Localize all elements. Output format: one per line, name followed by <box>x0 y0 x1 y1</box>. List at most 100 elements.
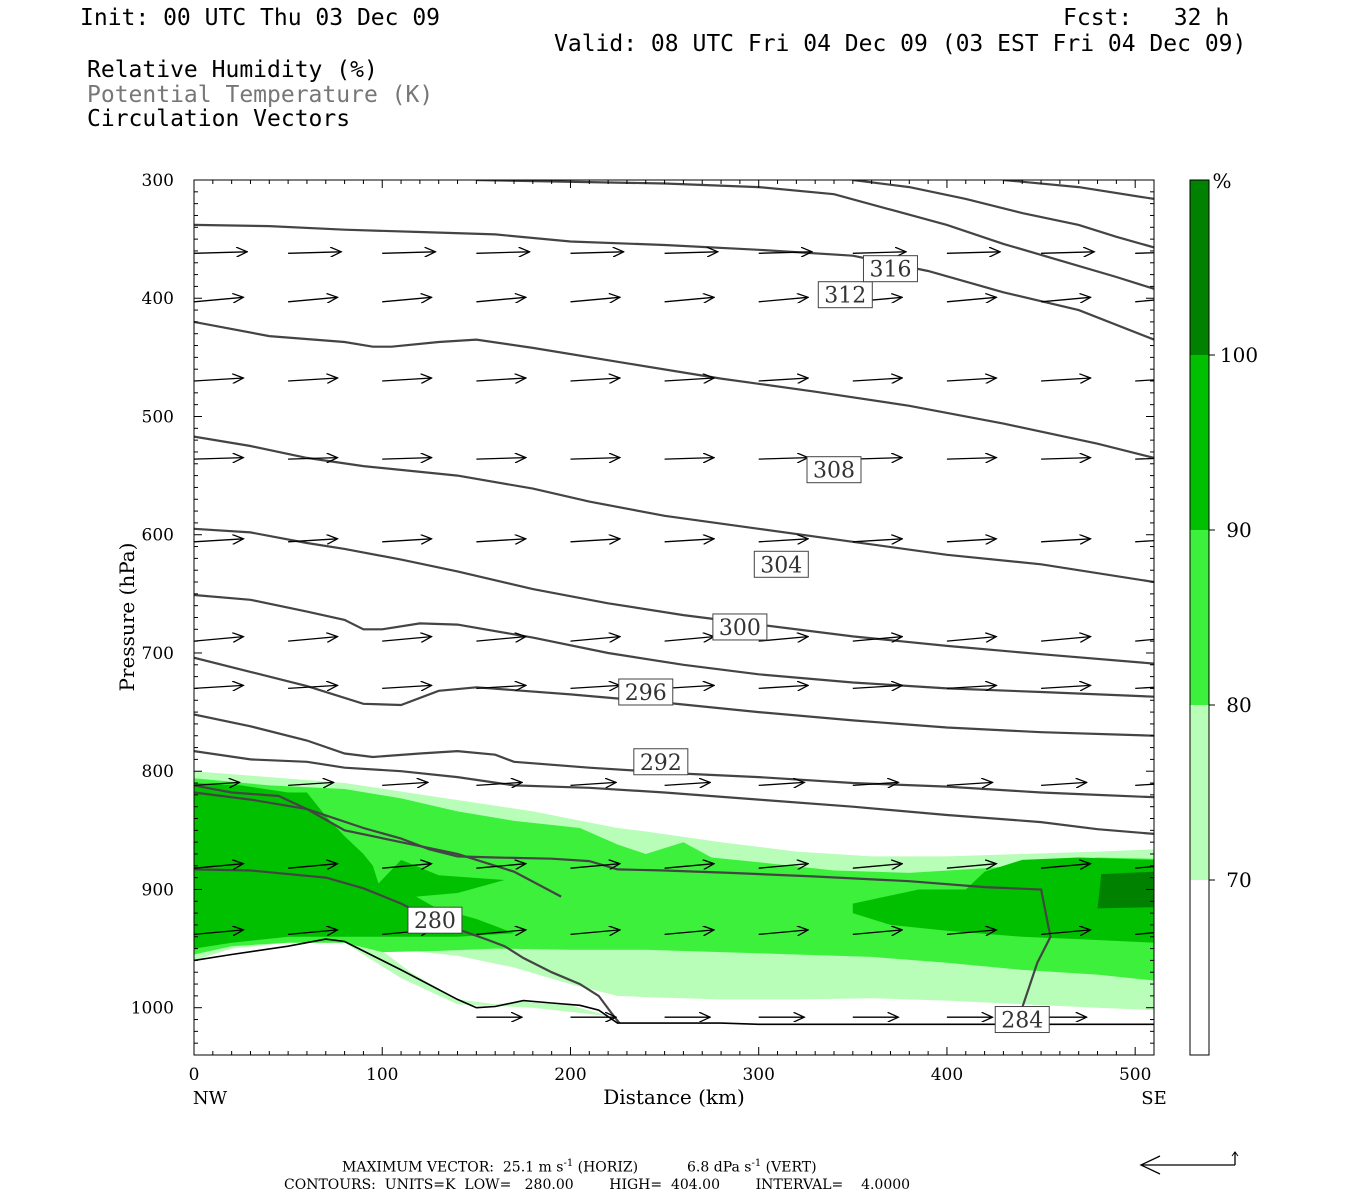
circulation-vector <box>570 864 620 869</box>
colorbar-level-label: 80 <box>1226 693 1251 717</box>
circulation-vector <box>194 297 243 302</box>
circulation-vector <box>1041 685 1090 688</box>
contour-label-296: 296 <box>625 681 667 706</box>
theta-contour-292 <box>194 750 1154 835</box>
y-tick-label: 1000 <box>131 999 174 1019</box>
max-vector-horiz-unit: m s <box>538 1159 564 1176</box>
x-tick-label: 200 <box>554 1065 586 1085</box>
max-vector-vert-exp: -1 <box>751 1158 762 1169</box>
circulation-vector <box>288 864 337 869</box>
circulation-vector <box>852 864 902 869</box>
circulation-vector <box>946 297 996 302</box>
circulation-vector <box>476 458 525 460</box>
circulation-vector <box>1041 539 1090 542</box>
circulation-vector <box>946 930 996 935</box>
circulation-vector <box>476 297 525 302</box>
forecast-hour: Fcst: 32 h <box>1063 5 1230 31</box>
circulation-vector <box>758 864 808 869</box>
circulation-vector <box>664 864 714 869</box>
x-tick-label: 100 <box>366 1065 398 1085</box>
theta-contour-line-13 <box>1003 180 1154 200</box>
circulation-vector <box>476 864 525 869</box>
x-tick-label: 300 <box>742 1065 774 1085</box>
colorbar-segment-above-100 <box>1190 180 1209 355</box>
circulation-vector <box>852 685 902 688</box>
circulation-vector <box>382 685 431 688</box>
circulation-vector <box>194 378 243 381</box>
circulation-vector <box>1041 864 1090 869</box>
circulation-vector <box>758 685 808 688</box>
colorbar-segment-below-70 <box>1190 880 1209 1055</box>
valid-time: Valid: 08 UTC Fri 04 Dec 09 (03 EST Fri … <box>554 31 1247 57</box>
theta-contour-296 <box>194 656 1154 737</box>
field-name-rh: Relative Humidity (%) <box>87 57 378 83</box>
max-vector-label: MAXIMUM VECTOR: <box>342 1159 494 1176</box>
theta-contour-312 <box>194 320 1154 459</box>
contour-label-box-300 <box>712 613 768 641</box>
circulation-vector <box>382 458 431 460</box>
contour-label-312: 312 <box>824 284 866 309</box>
x-end-label-left: NW <box>193 1088 228 1109</box>
circulation-vector <box>570 685 620 688</box>
max-vector-vert-unit: dPa s <box>713 1159 752 1176</box>
y-axis-label: Pressure (hPa) <box>115 543 139 692</box>
circulation-vector <box>194 458 243 460</box>
circulation-vector <box>758 252 812 254</box>
circulation-vector <box>664 297 714 302</box>
x-axis-label: Distance (km) <box>603 1085 745 1109</box>
contour-label-304: 304 <box>760 553 802 578</box>
y-tick-label: 600 <box>142 526 174 546</box>
circulation-vector <box>664 782 711 785</box>
contour-label-box-296 <box>618 678 674 706</box>
circulation-vector <box>382 864 431 869</box>
circulation-vector <box>476 539 525 542</box>
y-tick-label: 700 <box>142 644 174 664</box>
max-vector-horiz-tag: (HORIZ) <box>577 1159 639 1176</box>
circulation-vector <box>946 782 993 785</box>
circulation-vector <box>288 930 337 935</box>
colorbar-segment-90-100 <box>1190 355 1209 530</box>
circulation-vector <box>194 930 243 935</box>
circulation-vector <box>852 637 902 642</box>
x-tick-label: 400 <box>931 1065 963 1085</box>
circulation-vector <box>194 685 243 688</box>
circulation-vector <box>476 930 525 935</box>
theta-contour-280 <box>194 868 621 1024</box>
circulation-vector <box>852 378 902 381</box>
max-vector-horiz-value: 25.1 <box>502 1159 535 1176</box>
circulation-vector <box>758 378 808 381</box>
contour-label-box-316 <box>862 255 918 283</box>
circulation-vector <box>1135 686 1154 690</box>
circulation-vector <box>570 252 624 254</box>
y-tick-label: 900 <box>142 880 174 900</box>
circulation-vector <box>852 782 899 785</box>
circulation-vector <box>570 458 620 460</box>
circulation-vector <box>1135 252 1154 254</box>
circulation-vector <box>570 782 617 785</box>
rh-shade-band-100-plus <box>1097 871 1154 909</box>
circulation-vector <box>288 782 334 785</box>
contour-label-316: 316 <box>869 258 911 283</box>
circulation-vector <box>946 458 996 460</box>
circulation-vector <box>570 297 620 302</box>
max-vector-vert-value: 6.8 <box>687 1159 710 1176</box>
circulation-vector <box>476 378 525 381</box>
theta-contour-304 <box>194 527 1154 665</box>
rh-shade-band-90-100-east <box>852 857 1154 943</box>
circulation-vector <box>1135 457 1154 460</box>
colorbar-frame <box>1189 179 1210 1056</box>
circulation-vector <box>946 378 996 381</box>
circulation-vector <box>946 864 996 869</box>
x-end-label-right: SE <box>1141 1088 1166 1109</box>
circulation-vector <box>852 930 902 935</box>
circulation-vector <box>758 930 808 935</box>
contours-info-line: CONTOURS: UNITS=K LOW= 280.00 HIGH= 404.… <box>284 1177 911 1193</box>
theta-contour-line-11 <box>476 180 1154 290</box>
max-vector-vert-tag: (VERT) <box>765 1159 817 1176</box>
y-tick-label: 500 <box>142 407 174 427</box>
circulation-vector <box>758 458 808 460</box>
circulation-vector <box>1041 297 1090 302</box>
contour-label-box-284 <box>994 1006 1050 1034</box>
field-name-vectors: Circulation Vectors <box>87 106 351 132</box>
